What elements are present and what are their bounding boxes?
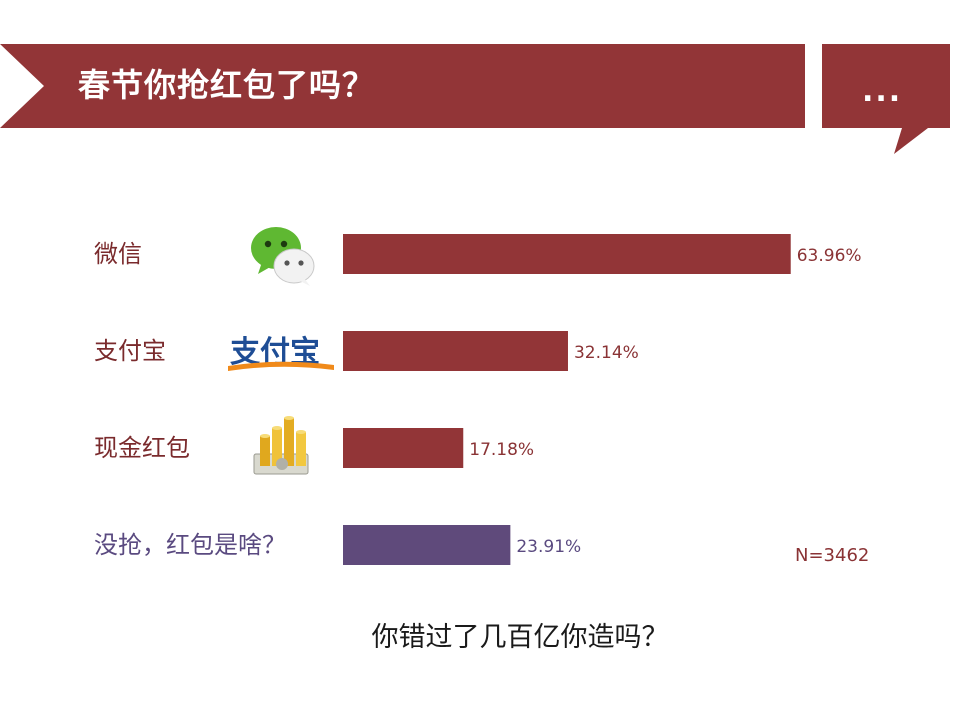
bar <box>343 428 464 468</box>
value-label: 17.18% <box>469 440 534 460</box>
value-label: 32.14% <box>574 343 639 363</box>
icons-group: 支付宝 <box>228 227 334 475</box>
value-label: 63.96% <box>797 246 862 266</box>
category-label: 现金红包 <box>94 434 190 462</box>
gold-coins-icon <box>253 416 309 475</box>
speech-bubble-icon <box>822 44 950 154</box>
title-ribbon <box>0 44 805 128</box>
wechat-icon <box>251 227 315 286</box>
value-label: 23.91% <box>516 537 581 557</box>
page-title: 春节你抢红包了吗？ <box>78 66 376 104</box>
category-label: 没抢，红包是啥？ <box>94 531 286 559</box>
bars-group: 微信 63.96% 支付宝 32.14% 现金红包 17.18% 没抢，红包是啥？ 23.91… <box>94 234 862 565</box>
alipay-icon: 支付宝 <box>228 335 334 371</box>
category-label: 支付宝 <box>94 337 166 365</box>
footer-question: 你错过了几百亿你造吗？ <box>371 622 669 653</box>
bar <box>343 331 568 371</box>
bar <box>343 234 791 274</box>
bar <box>343 525 511 565</box>
sample-size-note: N=3462 <box>795 545 870 566</box>
category-label: 微信 <box>94 240 142 268</box>
ellipsis-text: ... <box>862 74 903 109</box>
